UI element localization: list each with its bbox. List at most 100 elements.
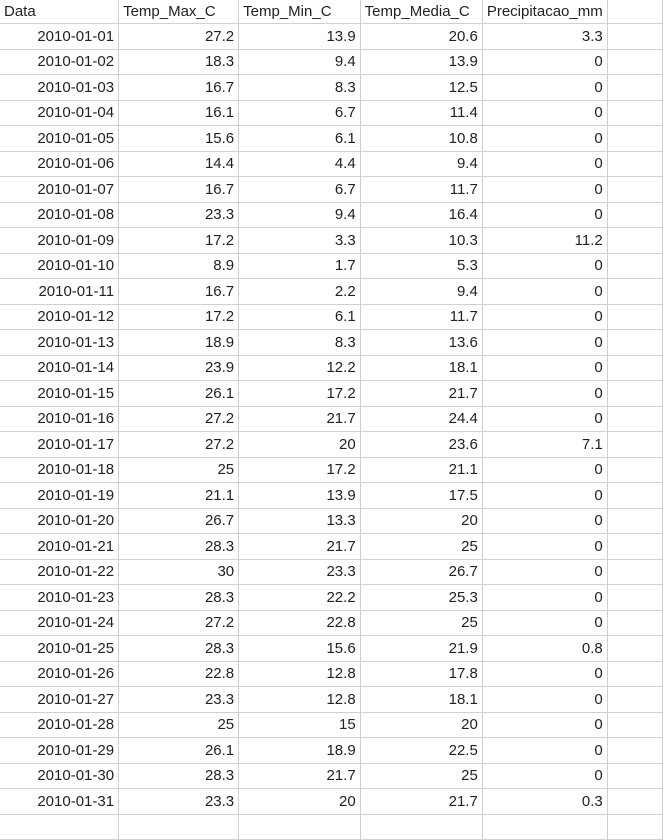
table-cell[interactable]: 18.9 (118, 329, 240, 356)
table-cell[interactable]: 21.1 (118, 482, 240, 509)
empty-cell[interactable] (607, 278, 663, 305)
table-cell[interactable]: 20 (360, 508, 483, 534)
table-cell[interactable]: 3.3 (482, 23, 608, 50)
table-cell[interactable]: 17.8 (360, 661, 483, 687)
table-cell[interactable]: 15.6 (118, 125, 240, 152)
empty-cell[interactable] (607, 635, 663, 662)
empty-cell[interactable] (607, 151, 663, 177)
table-cell[interactable]: 27.2 (118, 431, 240, 458)
empty-cell[interactable] (607, 431, 663, 458)
table-cell[interactable]: 0 (482, 610, 608, 636)
table-cell[interactable]: 2010-01-29 (0, 737, 120, 764)
table-cell[interactable]: 17.5 (360, 482, 483, 509)
table-cell[interactable]: 6.1 (238, 125, 361, 152)
table-cell[interactable]: 2010-01-09 (0, 227, 120, 254)
table-cell[interactable]: 22.2 (238, 584, 361, 611)
table-cell[interactable]: 26.1 (118, 737, 240, 764)
table-cell[interactable]: 0 (482, 304, 608, 330)
table-cell[interactable]: 2010-01-26 (0, 661, 120, 687)
table-cell[interactable]: 12.8 (238, 686, 361, 713)
table-cell[interactable]: 21.9 (360, 635, 483, 662)
header-cell[interactable]: Data (0, 0, 120, 24)
table-cell[interactable]: 4.4 (238, 151, 361, 177)
table-cell[interactable]: 9.4 (238, 202, 361, 228)
table-cell[interactable]: 25 (118, 712, 240, 738)
table-cell[interactable]: 21.7 (360, 380, 483, 407)
table-cell[interactable]: 2010-01-12 (0, 304, 120, 330)
table-cell[interactable]: 22.8 (238, 610, 361, 636)
table-cell[interactable]: 2010-01-04 (0, 100, 120, 126)
table-cell[interactable]: 9.4 (360, 151, 483, 177)
table-cell[interactable]: 20 (238, 788, 361, 815)
empty-cell[interactable] (607, 712, 663, 738)
table-cell[interactable]: 23.9 (118, 355, 240, 381)
table-cell[interactable]: 0 (482, 686, 608, 713)
table-cell[interactable]: 0 (482, 125, 608, 152)
table-cell[interactable]: 18.3 (118, 49, 240, 75)
table-cell[interactable]: 0 (482, 406, 608, 432)
table-cell[interactable]: 0 (482, 712, 608, 738)
table-cell[interactable]: 2010-01-24 (0, 610, 120, 636)
empty-cell[interactable] (607, 329, 663, 356)
table-cell[interactable]: 21.7 (238, 763, 361, 789)
table-cell[interactable]: 0 (482, 763, 608, 789)
table-cell[interactable]: 0 (482, 559, 608, 585)
table-cell[interactable]: 28.3 (118, 763, 240, 789)
table-cell[interactable]: 18.9 (238, 737, 361, 764)
table-cell[interactable]: 10.3 (360, 227, 483, 254)
table-cell[interactable]: 0 (482, 533, 608, 560)
empty-cell[interactable] (607, 125, 663, 152)
empty-cell[interactable] (607, 737, 663, 764)
table-cell[interactable]: 28.3 (118, 635, 240, 662)
table-cell[interactable]: 0 (482, 151, 608, 177)
table-cell[interactable]: 12.5 (360, 74, 483, 101)
table-cell[interactable]: 3.3 (238, 227, 361, 254)
table-cell[interactable]: 2010-01-11 (0, 278, 120, 305)
table-cell[interactable]: 0 (482, 508, 608, 534)
table-cell[interactable]: 0 (482, 584, 608, 611)
table-cell[interactable]: 6.1 (238, 304, 361, 330)
table-cell[interactable]: 0 (482, 661, 608, 687)
table-cell[interactable]: 13.9 (360, 49, 483, 75)
table-cell[interactable]: 26.1 (118, 380, 240, 407)
table-cell[interactable]: 8.9 (118, 253, 240, 279)
table-cell[interactable]: 2010-01-14 (0, 355, 120, 381)
table-cell[interactable]: 0 (482, 737, 608, 764)
header-cell[interactable]: Temp_Max_C (118, 0, 240, 24)
empty-cell[interactable] (607, 380, 663, 407)
table-cell[interactable]: 2010-01-10 (0, 253, 120, 279)
table-cell[interactable]: 16.4 (360, 202, 483, 228)
table-cell[interactable]: 13.9 (238, 23, 361, 50)
table-cell[interactable]: 28.3 (118, 533, 240, 560)
table-cell[interactable]: 23.3 (118, 686, 240, 713)
table-cell[interactable]: 15.6 (238, 635, 361, 662)
empty-cell[interactable] (607, 253, 663, 279)
empty-cell[interactable] (607, 457, 663, 483)
table-cell[interactable]: 26.7 (360, 559, 483, 585)
table-cell[interactable]: 26.7 (118, 508, 240, 534)
table-cell[interactable]: 2010-01-31 (0, 788, 120, 815)
table-cell[interactable]: 2010-01-20 (0, 508, 120, 534)
empty-cell[interactable] (607, 100, 663, 126)
table-cell[interactable]: 0 (482, 355, 608, 381)
header-cell[interactable]: Temp_Min_C (238, 0, 361, 24)
table-cell[interactable]: 25.3 (360, 584, 483, 611)
table-cell[interactable]: 0 (482, 278, 608, 305)
table-cell[interactable]: 8.3 (238, 74, 361, 101)
table-cell[interactable]: 1.7 (238, 253, 361, 279)
table-cell[interactable]: 16.1 (118, 100, 240, 126)
table-cell[interactable]: 2010-01-13 (0, 329, 120, 356)
table-cell[interactable]: 18.1 (360, 355, 483, 381)
table-cell[interactable]: 11.7 (360, 304, 483, 330)
table-cell[interactable]: 0 (482, 176, 608, 203)
table-cell[interactable]: 25 (360, 610, 483, 636)
table-cell[interactable]: 2.2 (238, 278, 361, 305)
header-cell[interactable]: Temp_Media_C (360, 0, 483, 24)
table-cell[interactable]: 0 (482, 482, 608, 509)
empty-cell[interactable] (607, 49, 663, 75)
table-cell[interactable]: 30 (118, 559, 240, 585)
table-cell[interactable]: 0 (482, 49, 608, 75)
empty-cell[interactable] (607, 202, 663, 228)
table-cell[interactable]: 27.2 (118, 23, 240, 50)
table-cell[interactable]: 2010-01-27 (0, 686, 120, 713)
